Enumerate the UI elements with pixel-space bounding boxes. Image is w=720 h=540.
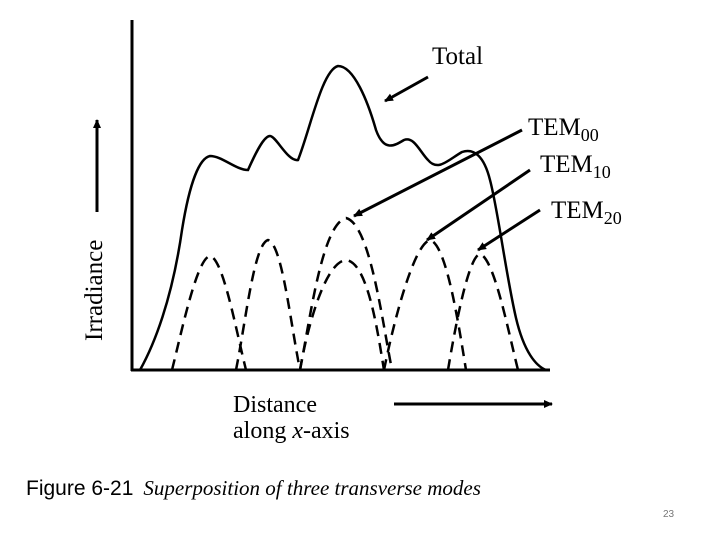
tem00-label-base: TEM	[528, 114, 581, 141]
x-axis-label-line2: along x-axis	[233, 418, 350, 444]
pointer-arrows	[93, 75, 553, 408]
x-axis-label-pre: along	[233, 418, 292, 444]
page-number: 23	[663, 509, 675, 520]
figure-caption-text: Superposition of three transverse modes	[143, 476, 481, 500]
tem20-label: TEM20	[551, 197, 622, 228]
mode-superposition-diagram: Total TEM00 TEM10 TEM20 Irradiance Dista…	[81, 20, 622, 444]
figure-caption: Figure 6-21 Superposition of three transv…	[26, 476, 481, 501]
tem00-label-sub: 00	[581, 125, 599, 145]
x-axis-label-var: x	[291, 418, 303, 444]
total-label: Total	[432, 43, 483, 70]
tem10-label-sub: 10	[593, 162, 611, 182]
x-axis-label-line1: Distance	[233, 392, 317, 418]
tem20-lobe-2	[298, 258, 386, 371]
figure-number: Figure 6-21	[26, 477, 134, 500]
tem20-label-base: TEM	[551, 197, 604, 224]
tem10-label-base: TEM	[540, 151, 593, 178]
total-arrow	[384, 75, 429, 103]
tem10-lobe-left	[234, 238, 302, 371]
tem20-arrow	[477, 208, 541, 252]
x-axis-label-post: -axis	[303, 418, 350, 444]
tem10-lobe-right	[382, 238, 468, 371]
tem10-label: TEM10	[540, 151, 611, 182]
tem10-arrow	[426, 168, 531, 242]
tem20-lobe-1	[170, 254, 248, 371]
tem00-arrow	[353, 128, 523, 218]
mode-curves	[170, 216, 520, 371]
tem20-lobe-3	[446, 252, 520, 371]
tem00-curve	[298, 216, 394, 371]
y-axis-label: Irradiance	[81, 240, 108, 341]
tem00-label: TEM00	[528, 114, 599, 145]
tem20-label-sub: 20	[604, 208, 622, 228]
total-curve	[138, 64, 547, 372]
